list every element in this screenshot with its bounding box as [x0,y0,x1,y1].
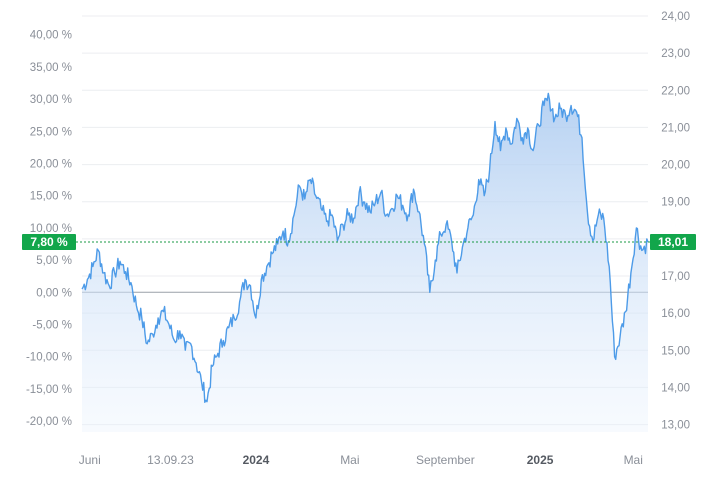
x-tick-label: 2025 [527,453,554,467]
x-tick-label: Juni [79,453,101,467]
right-tick-label: 17,00 [661,271,690,283]
current-price-badge: 18,01 [650,234,696,251]
x-tick-label: Mai [624,453,643,467]
left-tick-label: -5,00 % [32,319,72,331]
right-tick-label: 23,00 [661,48,690,60]
left-tick-label: 10,00 % [30,223,72,235]
right-tick-label: 22,00 [661,85,690,97]
left-tick-label: -15,00 % [26,384,72,396]
right-tick-label: 24,00 [661,11,690,23]
left-tick-label: 40,00 % [30,30,72,42]
left-tick-label: 30,00 % [30,94,72,106]
left-axis-ticks: 40,00 % 35,00 % 30,00 % 25,00 % 20,00 % 15,00… [26,30,72,428]
left-tick-label: 35,00 % [30,62,72,74]
right-tick-label: 21,00 [661,122,690,134]
right-tick-label: 16,00 [661,308,690,320]
left-tick-label: 5,00 % [36,255,72,267]
current-percent-badge: 7,80 % [22,234,76,251]
current-value-markers: 7,80 % 18,01 [22,234,696,251]
left-tick-label: 25,00 % [30,126,72,138]
x-axis-ticks: Juni 13.09.23 2024 Mai September 2025 Mai [79,453,643,467]
left-tick-label: -20,00 % [26,416,72,428]
current-percent-label: 7,80 % [30,235,68,249]
right-axis-ticks: 24,0023,0022,0021,0020,0019,0018,0017,00… [661,11,690,432]
left-tick-label: 0,00 % [36,287,72,299]
left-tick-label: -10,00 % [26,352,72,364]
x-tick-label: Mai [340,453,359,467]
performance-line [81,92,649,403]
left-tick-label: 15,00 % [30,191,72,203]
right-tick-label: 20,00 [661,160,690,172]
right-tick-label: 13,00 [661,420,690,432]
x-tick-label: September [416,453,475,467]
x-tick-label: 13.09.23 [147,453,194,467]
right-tick-label: 15,00 [661,345,690,357]
x-tick-label: 2024 [243,453,270,467]
right-tick-label: 14,00 [661,382,690,394]
left-tick-label: 20,00 % [30,158,72,170]
right-tick-label: 19,00 [661,197,690,209]
current-price-label: 18,01 [658,235,688,249]
performance-area [82,93,648,433]
